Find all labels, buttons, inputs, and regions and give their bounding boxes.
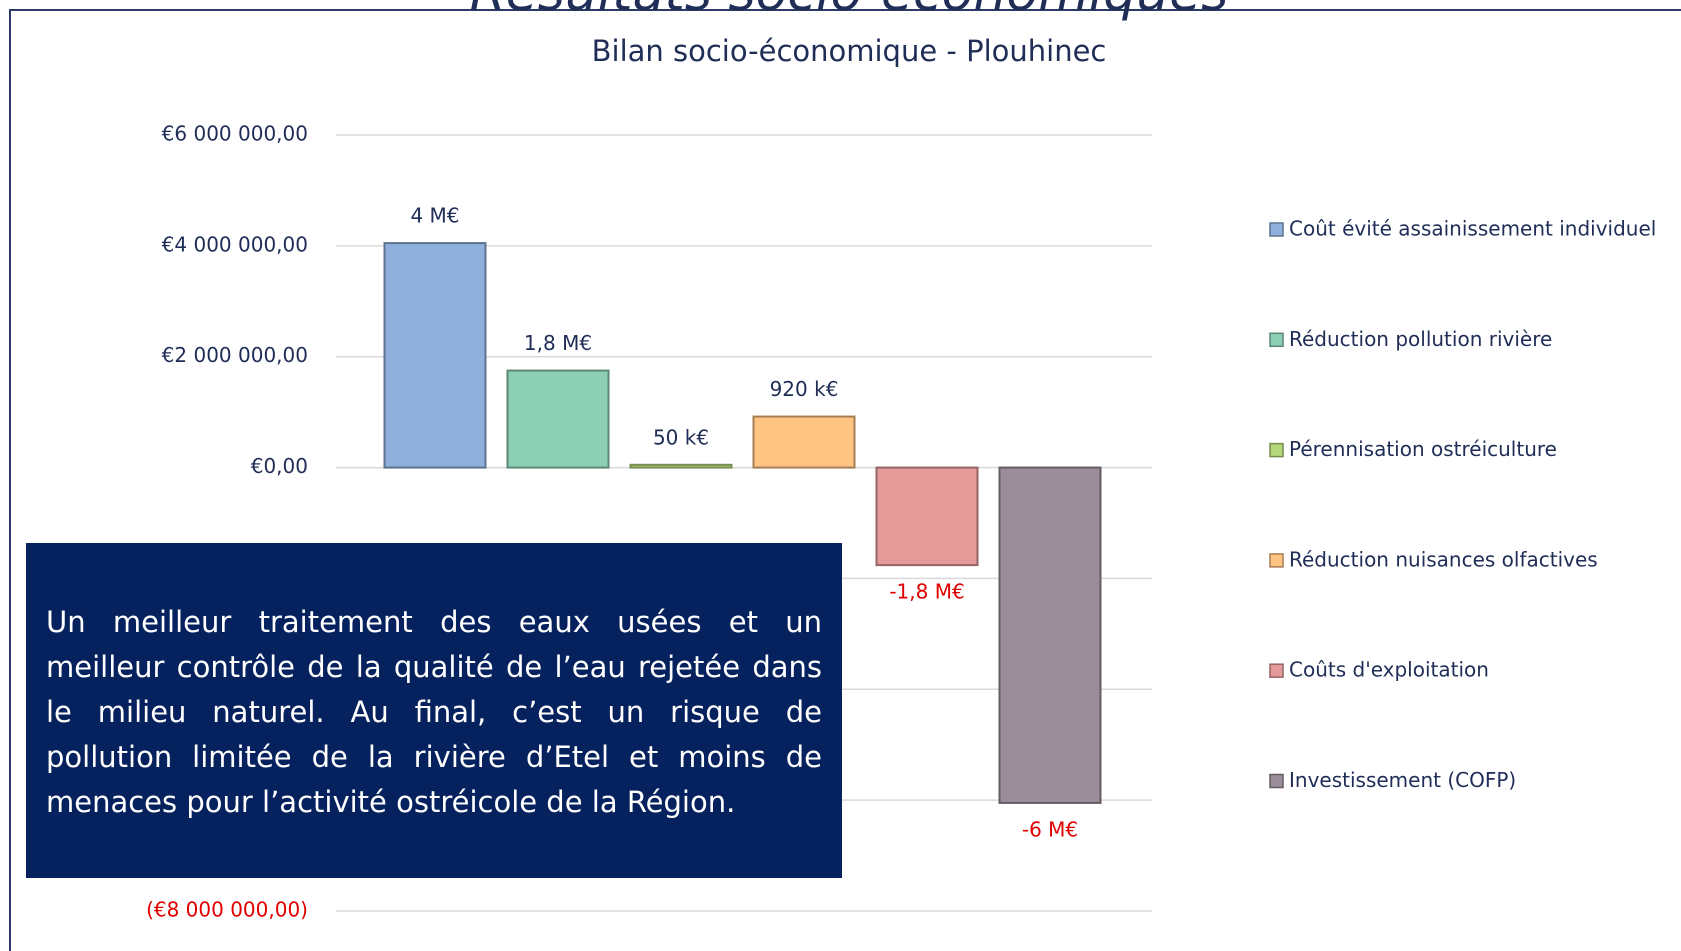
legend-label: Réduction nuisances olfactives [1289,547,1598,571]
legend-swatch [1269,442,1284,458]
y-tick-label: €0,00 [251,454,308,478]
bar [383,242,487,469]
data-label: 4 M€ [410,204,459,228]
legend-swatch [1269,663,1284,678]
bar [506,369,610,469]
page-title: Résultats socio-économiques [470,0,1229,23]
bar [998,466,1102,804]
legend-label: Coût évité assainissement individuel [1289,217,1656,241]
data-label: -6 M€ [1022,817,1078,841]
bar [875,466,979,567]
legend-label: Investissement (COFP) [1289,768,1516,792]
data-label: 50 k€ [653,425,709,449]
y-tick-label: €4 000 000,00 [162,232,308,256]
legend-swatch [1269,222,1284,237]
legend-label: Pérennisation ostréiculture [1289,437,1557,461]
legend-label: Réduction pollution rivière [1289,327,1552,351]
data-label: -1,8 M€ [889,580,964,604]
data-label: 1,8 M€ [524,331,592,355]
bar [629,463,733,469]
chart-title: Bilan socio-économique - Plouhinec [592,34,1107,68]
data-label: 920 k€ [770,377,839,401]
legend-label: Coûts d'exploitation [1289,658,1489,682]
legend-swatch [1269,553,1284,568]
legend-swatch [1269,773,1284,789]
legend-swatch [1269,332,1284,348]
annotation-box: Un meilleur traitement des eaux usées et… [26,543,842,878]
y-tick-label: €6 000 000,00 [162,122,308,146]
frame [9,9,1681,951]
y-tick-label: (€8 000 000,00) [146,898,308,922]
y-tick-label: €2 000 000,00 [162,343,308,367]
bar [752,415,856,469]
